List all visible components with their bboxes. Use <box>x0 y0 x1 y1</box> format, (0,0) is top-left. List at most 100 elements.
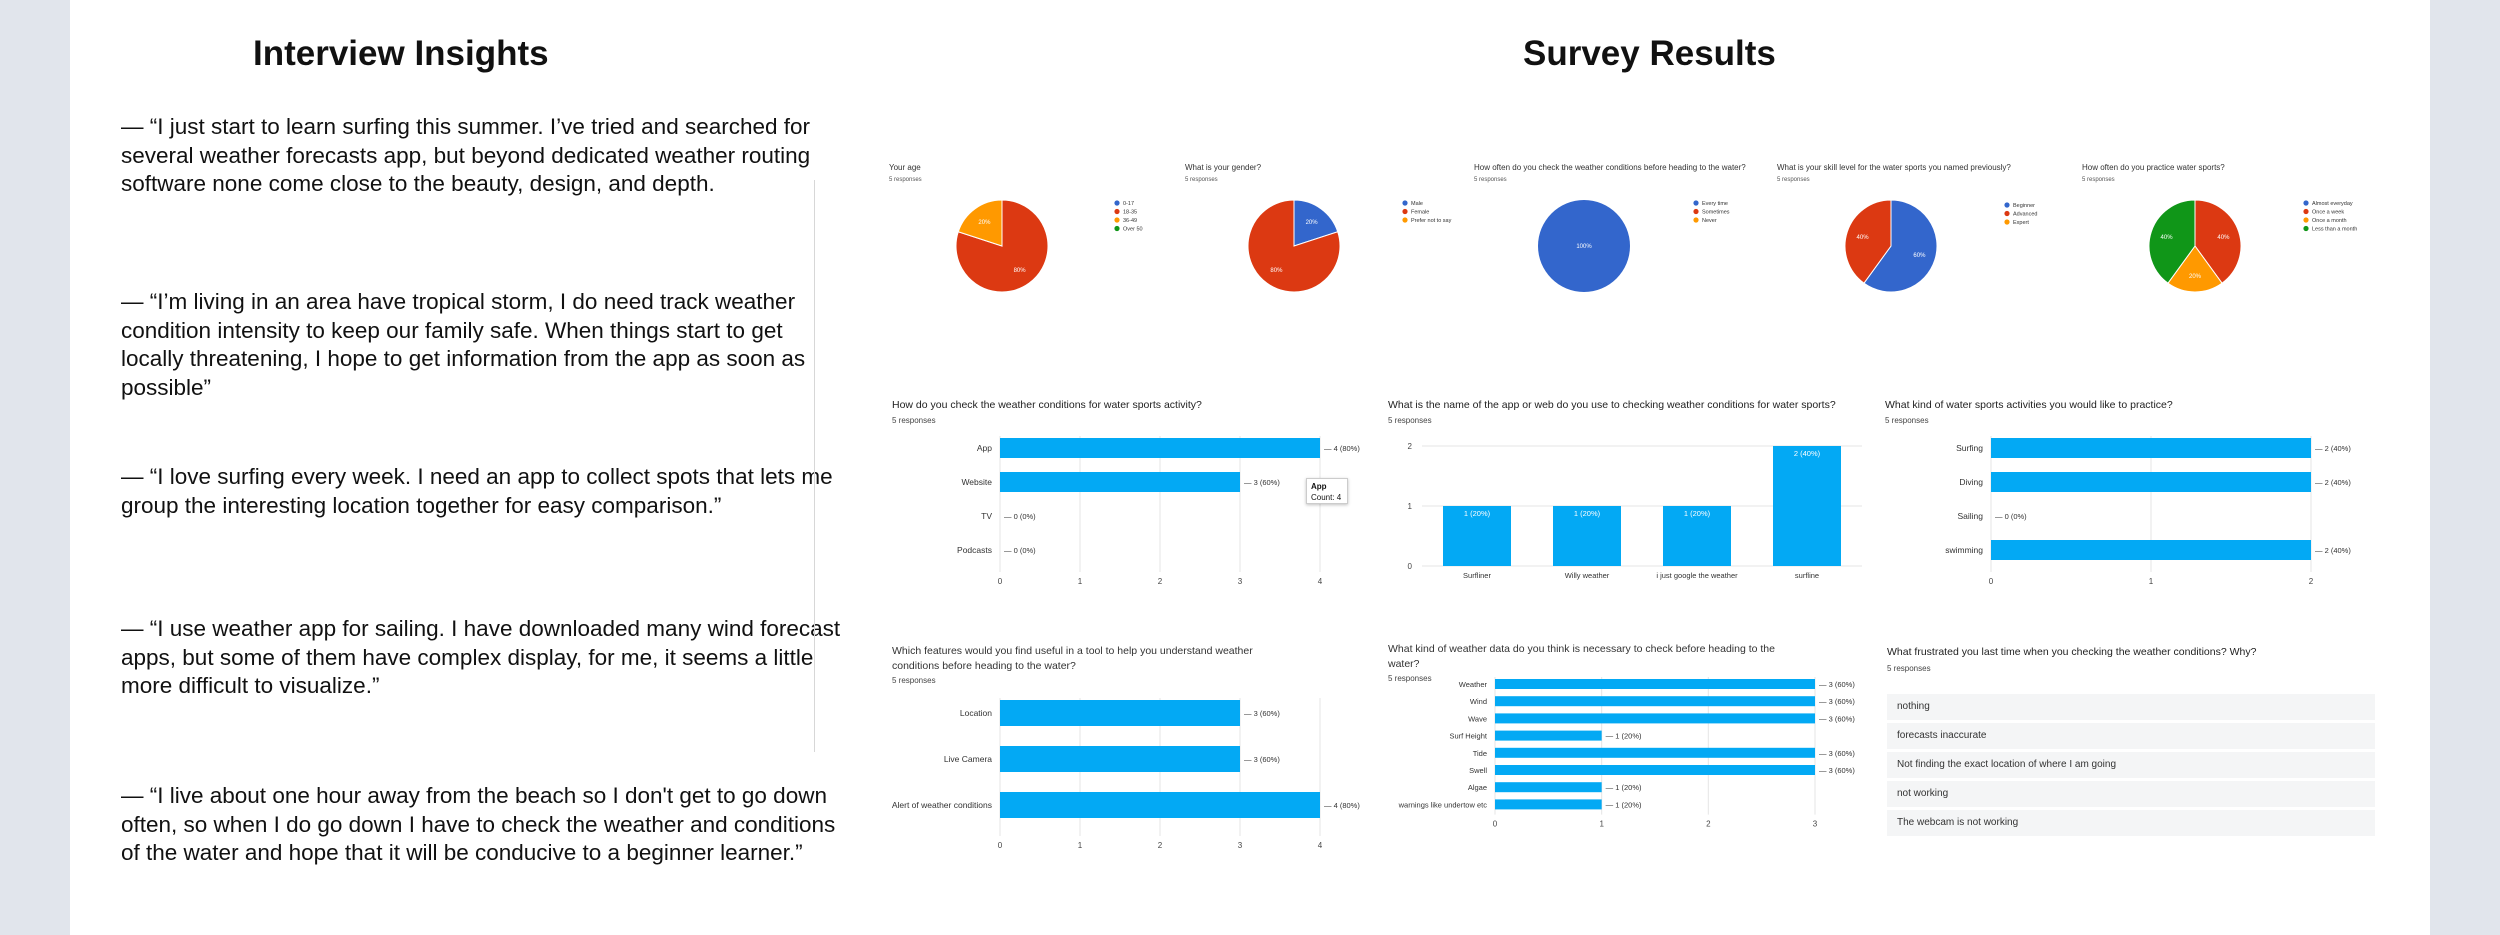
interview-quote-5: — “I live about one hour away from the b… <box>121 783 836 865</box>
legend-label: Prefer not to say <box>1411 218 1452 224</box>
pie-slice <box>1293 199 1339 247</box>
legend-label: Male <box>1411 201 1423 207</box>
legend-label: Sometimes <box>1702 210 1730 216</box>
legend-label: Almost everyday <box>2312 201 2353 207</box>
legend-swatch <box>2303 217 2309 223</box>
bar-chart-subtitle: 5 responses <box>1388 674 1432 683</box>
category-label: Surfliner <box>1463 571 1491 580</box>
bar-value-label: — 0 (0%) <box>1004 546 1036 555</box>
bar-chart-subtitle: 5 responses <box>1885 416 1929 425</box>
category-label: Live Camera <box>944 754 992 764</box>
axis-tick-label: 1 <box>2149 577 2154 586</box>
bar-value-label: — 3 (60%) <box>1244 478 1280 487</box>
category-label: Sailing <box>1957 511 1983 521</box>
legend-swatch <box>1693 200 1699 206</box>
pie-chart-title: How often do you check the weather condi… <box>1474 163 1746 172</box>
bar-chart-subtitle: 5 responses <box>1388 416 1432 425</box>
axis-tick-label: 4 <box>1318 841 1323 850</box>
pie-chart-title: How often do you practice water sports? <box>2082 163 2225 172</box>
pie-chart-subtitle: 5 responses <box>1474 177 1507 183</box>
axis-tick-label: 1 <box>1599 820 1604 829</box>
category-label: Wind <box>1470 697 1487 706</box>
axis-tick-label: 1 <box>1078 841 1083 850</box>
bar-chart-title: What kind of weather data do you think i… <box>1388 643 1775 655</box>
pie-slice <box>2194 199 2242 284</box>
category-label: Surfing <box>1956 443 1983 453</box>
axis-tick-label: 3 <box>1813 820 1818 829</box>
frustration-answer: forecasts inaccurate <box>1887 723 2375 749</box>
bar-value-label: — 4 (80%) <box>1324 444 1360 453</box>
legend-label: Less than a month <box>2312 227 2357 233</box>
interview-quote-4: — “I use weather app for sailing. I have… <box>121 616 841 698</box>
category-label: Location <box>960 708 992 718</box>
bar-tooltip: App Count: 4 <box>1306 478 1348 504</box>
slide-page <box>70 0 2430 935</box>
pie-slice-label: 20% <box>978 220 991 226</box>
legend-label: 18-35 <box>1123 210 1137 216</box>
pie-slice-label: 60% <box>1913 253 1926 259</box>
bar-value-label: — 1 (20%) <box>1606 800 1642 809</box>
legend-label: Never <box>1702 218 1717 224</box>
bar <box>1495 782 1602 793</box>
pie-chart-subtitle: 5 responses <box>889 177 922 183</box>
pie-slice <box>1247 199 1341 293</box>
bar-value-label: — 3 (60%) <box>1819 749 1855 758</box>
bar-chart-title: What is the name of the app or web do yo… <box>1388 399 1836 411</box>
category-label: Wave <box>1468 714 1487 723</box>
bar <box>1495 747 1815 758</box>
frustration-answer: not working <box>1887 781 2375 807</box>
bar-value-label: — 2 (40%) <box>2315 546 2351 555</box>
bar-value-label: 2 (40%) <box>1794 449 1821 458</box>
axis-tick-label: 0 <box>1493 820 1498 829</box>
category-label: Algae <box>1468 783 1487 792</box>
legend-swatch <box>1114 200 1120 206</box>
pie-slice-label: 20% <box>2189 274 2202 280</box>
bar-value-label: 1 (20%) <box>1464 509 1491 518</box>
frustration-answer: nothing <box>1887 694 2375 720</box>
pie-slice-label: 40% <box>1857 235 1870 241</box>
legend-label: Expert <box>2013 220 2029 226</box>
bar <box>1773 446 1841 566</box>
bar-value-label: — 2 (40%) <box>2315 478 2351 487</box>
legend-swatch <box>2004 202 2010 208</box>
legend-label: 36-49 <box>1123 218 1137 224</box>
axis-tick-label: 4 <box>1318 577 1323 586</box>
legend-swatch <box>2303 208 2309 215</box>
axis-tick-label: 3 <box>1238 577 1243 586</box>
legend-swatch <box>1693 217 1699 223</box>
pie-slice-label: 40% <box>2161 235 2174 241</box>
bar-chart-title: water? <box>1387 658 1420 670</box>
legend-swatch <box>1402 208 1408 215</box>
pie-slice-label: 100% <box>1576 244 1592 250</box>
bar <box>1000 472 1240 492</box>
category-label: Weather <box>1459 680 1488 689</box>
interview-quote-1: — “I just start to learn surfing this su… <box>121 114 811 196</box>
pie-chart-title: Your age <box>889 163 921 172</box>
pie-slice-label: 80% <box>1014 268 1027 274</box>
bar-value-label: — 0 (0%) <box>1995 512 2027 521</box>
bar-value-label: — 3 (60%) <box>1244 709 1280 718</box>
axis-tick-label: 2 <box>1158 577 1163 586</box>
category-label: Surf Height <box>1449 732 1487 741</box>
frustration-answer: Not finding the exact location of where … <box>1887 752 2375 778</box>
column-divider <box>814 180 815 752</box>
bar <box>1495 679 1815 689</box>
category-label: Alert of weather conditions <box>892 800 992 810</box>
legend-swatch <box>1114 225 1120 232</box>
axis-tick-label: 2 <box>1158 841 1163 850</box>
axis-tick-label: 2 <box>2309 577 2314 586</box>
bar <box>1663 506 1731 566</box>
category-label: Willy weather <box>1565 571 1610 580</box>
pie-slice <box>1538 200 1630 292</box>
legend-label: Once a month <box>2312 218 2347 224</box>
frustration-answer: The webcam is not working <box>1887 810 2375 836</box>
bar-value-label: — 3 (60%) <box>1819 680 1855 689</box>
legend-label: 0-17 <box>1123 201 1134 207</box>
legend-swatch <box>2303 225 2309 232</box>
pie-slice-label: 20% <box>1306 220 1319 226</box>
bar-chart-subtitle: 5 responses <box>892 416 936 425</box>
legend-label: Every time <box>1702 201 1728 207</box>
bar-value-label: — 3 (60%) <box>1819 766 1855 775</box>
axis-tick-label: 0 <box>1408 562 1413 571</box>
